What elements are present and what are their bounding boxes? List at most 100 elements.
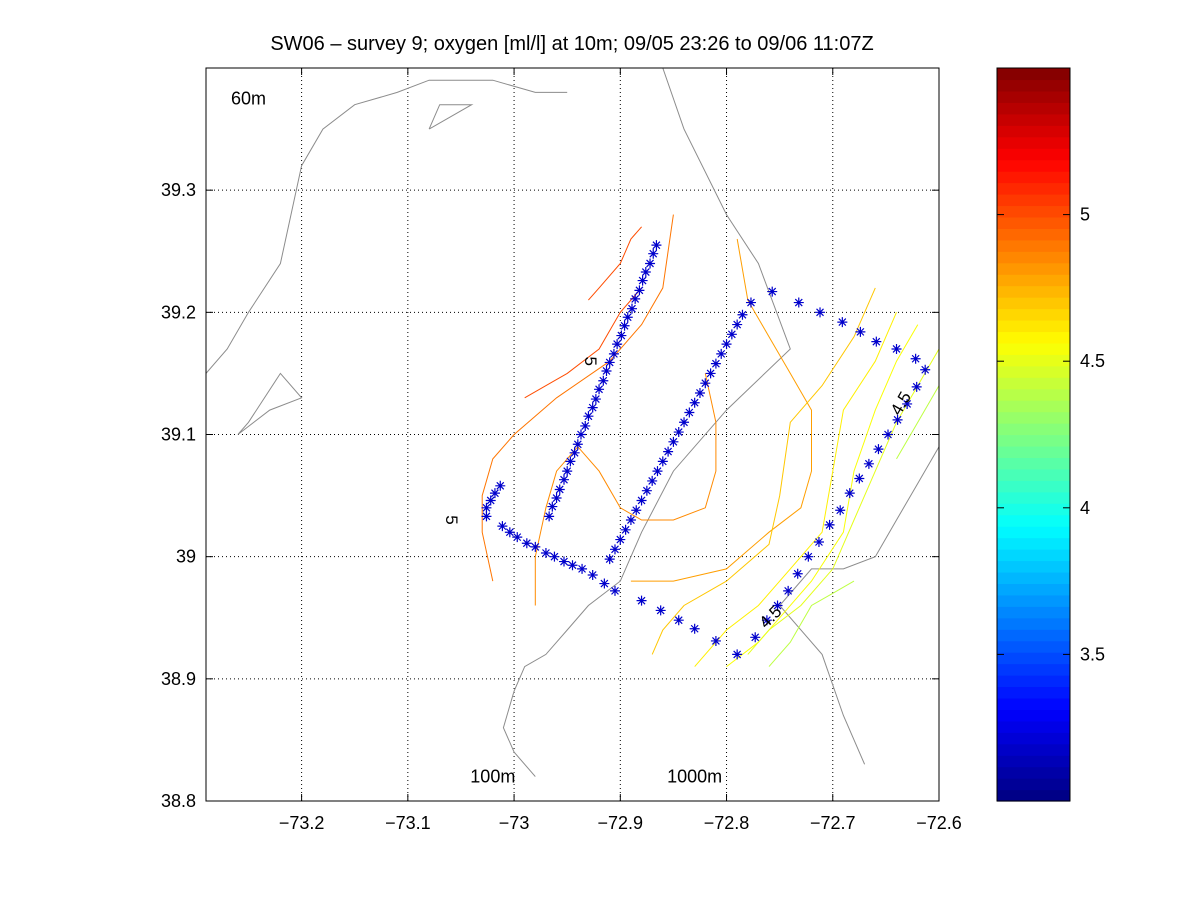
station-marker <box>559 556 570 567</box>
station-marker <box>679 417 690 428</box>
station-marker <box>634 285 645 296</box>
station-marker <box>726 329 737 340</box>
colorbar-band <box>997 514 1070 527</box>
station-marker <box>604 357 615 368</box>
station-marker <box>792 568 803 579</box>
station-marker <box>767 286 778 297</box>
bathymetry-contour-60m <box>206 79 568 374</box>
colorbar-band <box>997 297 1070 310</box>
colorbar-band <box>997 90 1070 103</box>
colorbar-band <box>997 285 1070 298</box>
station-marker <box>721 339 732 350</box>
station-marker <box>641 485 652 496</box>
x-tick-label-6: −72.6 <box>916 813 962 833</box>
station-marker <box>716 348 727 359</box>
colorbar-band <box>997 445 1070 459</box>
colorbar-band <box>997 480 1070 493</box>
colorbar-band <box>997 778 1070 791</box>
station-marker <box>655 605 666 616</box>
station-marker <box>551 493 562 504</box>
colorbar-band <box>997 766 1070 779</box>
colorbar-band <box>997 537 1070 550</box>
station-marker <box>572 439 583 450</box>
station-marker <box>645 258 656 269</box>
bathymetry-label-1: 100m <box>470 767 515 787</box>
station-marker <box>544 511 555 522</box>
station-marker <box>620 524 631 535</box>
station-marker <box>547 501 558 512</box>
station-marker <box>565 456 576 467</box>
bathymetry-contour-1000m <box>779 446 939 765</box>
colorbar-band <box>997 354 1070 367</box>
station-marker <box>803 551 814 562</box>
station-marker <box>636 495 647 506</box>
station-marker <box>835 505 846 516</box>
station-marker <box>673 615 684 626</box>
x-tick-label-2: −73 <box>499 813 530 833</box>
station-marker <box>920 364 931 375</box>
station-marker <box>549 551 560 562</box>
colorbar-band <box>997 617 1070 630</box>
colorbar-band <box>997 136 1070 149</box>
station-marker <box>554 484 565 495</box>
contour-label-0: 5 <box>581 356 600 365</box>
colorbar-band <box>997 697 1070 710</box>
colorbar-band <box>997 125 1070 138</box>
colorbar-band <box>997 159 1070 172</box>
colorbar-band <box>997 755 1070 768</box>
station-marker <box>587 402 598 413</box>
colorbar-band <box>997 526 1070 539</box>
oxygen-contour-2 <box>481 214 674 582</box>
station-marker <box>745 297 756 308</box>
station-marker <box>824 519 835 530</box>
station-marker <box>598 375 609 386</box>
oxygen-contour-10 <box>768 580 855 667</box>
colorbar-band <box>997 319 1070 333</box>
bathymetry-contour-3 <box>237 372 303 435</box>
station-marker <box>599 578 610 589</box>
station-marker <box>609 544 620 555</box>
station-marker <box>604 554 615 565</box>
colorbar-band <box>997 148 1070 161</box>
station-marker <box>700 378 711 389</box>
station-marker <box>689 397 700 408</box>
station-marker <box>594 384 605 395</box>
colorbar-band <box>997 388 1070 401</box>
station-marker <box>855 326 866 337</box>
station-marker <box>626 303 637 314</box>
station-marker <box>892 414 903 425</box>
x-tick-label-1: −73.1 <box>385 813 431 833</box>
station-marker <box>587 569 598 580</box>
y-tick-label-2: 39 <box>176 547 196 567</box>
y-tick-label-0: 38.8 <box>161 791 196 811</box>
colorbar-band <box>997 594 1070 607</box>
x-tick-label-3: −72.9 <box>598 813 644 833</box>
colorbar-frame <box>996 67 1071 802</box>
colorbar-band <box>997 468 1070 481</box>
station-marker <box>590 394 601 405</box>
colorbar-band <box>997 274 1070 287</box>
station-marker <box>732 649 743 660</box>
oxygen-contour-0 <box>524 287 642 399</box>
bathymetry-contour-4 <box>428 104 474 130</box>
colorbar-band <box>997 732 1070 745</box>
colorbar-ticks: 3.5 4 4.5 5 <box>997 205 1105 664</box>
station-marker <box>497 521 508 532</box>
station-marker <box>883 429 894 440</box>
station-marker <box>689 623 700 634</box>
station-marker <box>622 312 633 323</box>
station-marker <box>673 427 684 438</box>
station-marker <box>863 458 874 469</box>
colorbar-band <box>997 193 1070 207</box>
y-tick-label-5: 39.3 <box>161 180 196 200</box>
colorbar-band <box>997 434 1070 447</box>
colorbar-band <box>997 102 1070 115</box>
colorbar-band <box>997 308 1070 321</box>
colorbar-band <box>997 675 1070 688</box>
station-marker <box>625 515 636 526</box>
station-marker <box>710 635 721 646</box>
station-marker <box>891 343 902 354</box>
x-tick-label-5: −72.7 <box>810 813 856 833</box>
station-marker <box>530 541 541 552</box>
y-axis-ticks: 38.8 38.9 39 39.1 39.2 39.3 <box>161 180 939 811</box>
